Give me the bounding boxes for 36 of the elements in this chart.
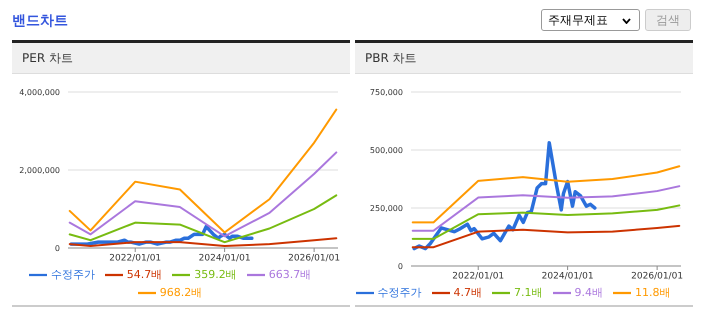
legend-label: 수정주가 (378, 286, 422, 300)
legend-label: 359.2배 (194, 268, 237, 282)
x-tick-label: 2022/01/01 (109, 253, 162, 264)
line-series (68, 108, 338, 234)
y-tick-label: 0 (54, 244, 60, 253)
line-series (412, 224, 680, 248)
legend-label: 54.7배 (126, 268, 162, 282)
y-tick-label: 250,000 (370, 204, 403, 213)
chart-title: PER 차트 (12, 43, 350, 74)
x-tick-label: 2024/01/01 (542, 271, 594, 282)
legend-label: 9.4배 (574, 286, 603, 300)
text: 밴드차트 (12, 12, 68, 30)
line-series (68, 151, 338, 238)
legend-label: 663.7배 (268, 268, 312, 282)
legend-label: 수정주가 (50, 268, 95, 282)
button: 검색 (645, 9, 691, 31)
legend-label: 11.8배 (635, 286, 670, 300)
y-tick-label: 500,000 (370, 146, 403, 155)
x-tick-label: 2022/01/01 (452, 271, 504, 282)
dropdown-field: 주재무제표 (541, 9, 640, 31)
y-tick-label: 2,000,000 (19, 166, 60, 175)
legend-label: 7.1배 (514, 286, 542, 300)
line-series (68, 237, 338, 248)
y-tick-label: 750,000 (370, 88, 403, 97)
x-tick-label: 2026/01/01 (631, 271, 684, 282)
chart-title: PBR 차트 (355, 43, 693, 74)
line-series (412, 165, 680, 224)
x-tick-label: 2026/01/01 (288, 253, 340, 264)
legend-label: 968.2배 (160, 286, 202, 300)
x-tick-label: 2024/01/01 (198, 253, 251, 264)
line-series (412, 185, 680, 232)
legend-label: 4.7배 (454, 286, 482, 300)
line-series (412, 204, 680, 240)
y-tick-label: 0 (398, 262, 403, 271)
line-series (68, 194, 338, 244)
y-tick-label: 4,000,000 (19, 88, 60, 97)
